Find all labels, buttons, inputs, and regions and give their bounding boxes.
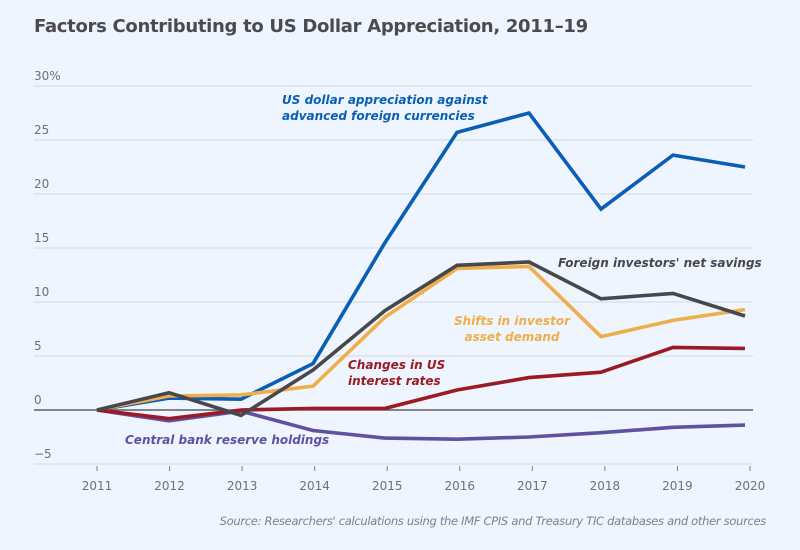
y-tick-label: 5 xyxy=(34,339,42,353)
x-tick-label: 2019 xyxy=(662,479,693,493)
annotation-label: interest rates xyxy=(348,374,441,388)
series-line-foreign-investors-net-savings xyxy=(96,260,746,418)
gridlines xyxy=(34,85,753,465)
x-tick-label: 2014 xyxy=(299,479,330,493)
x-tick-label: 2018 xyxy=(590,479,621,493)
series-line-us-dollar-appreciation-against-advanced-foreign-currencies xyxy=(96,110,746,412)
series-lines xyxy=(34,110,753,442)
x-axis-ticks: 2011 2012 2013 2014 2015 2016 2017 2018 2019 2020 xyxy=(82,466,766,493)
series-line-shifts-in-investor-asset-demand xyxy=(96,264,746,412)
x-tick-label: 2011 xyxy=(82,479,113,493)
annotation-label: US dollar appreciation against xyxy=(282,93,489,107)
y-tick-label: 20 xyxy=(34,177,49,191)
annotation-label: Shifts in investor xyxy=(454,314,571,328)
source-note: Source: Researchers' calculations using … xyxy=(219,514,767,528)
x-tick-label: 2012 xyxy=(154,479,185,493)
x-tick-label: 2013 xyxy=(227,479,258,493)
x-tick-label: 2016 xyxy=(445,479,476,493)
annotations: US dollar appreciation against advanced f… xyxy=(125,93,762,447)
x-tick-label: 2017 xyxy=(517,479,548,493)
y-tick-label: 10 xyxy=(34,285,49,299)
y-axis-ticks: 30% 25 20 15 10 5 0 −5 xyxy=(34,69,61,461)
annotation-label: Foreign investors' net savings xyxy=(558,256,762,270)
series-line-changes-in-us-interest-rates xyxy=(96,345,746,421)
annotation-label: advanced foreign currencies xyxy=(282,109,475,123)
annotation-label: Central bank reserve holdings xyxy=(125,433,329,447)
x-tick-label: 2020 xyxy=(735,479,766,493)
chart-title: Factors Contributing to US Dollar Apprec… xyxy=(34,16,588,37)
y-tick-label: 0 xyxy=(34,393,42,407)
x-tick-label: 2015 xyxy=(372,479,403,493)
y-tick-label: 25 xyxy=(34,123,49,137)
y-tick-label: 30% xyxy=(34,69,61,83)
annotation-label: Changes in US xyxy=(348,358,445,372)
y-tick-label: 15 xyxy=(34,231,49,245)
y-tick-label: −5 xyxy=(34,447,52,461)
annotation-label: asset demand xyxy=(465,330,560,344)
